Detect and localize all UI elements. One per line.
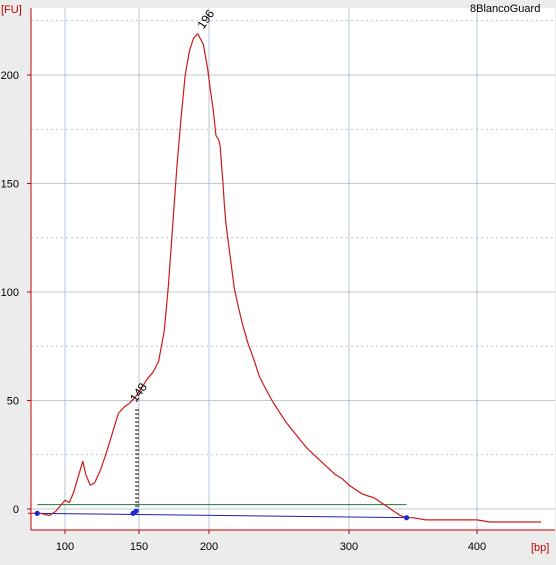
series-line — [28, 33, 541, 523]
x-unit-label: [bp] — [531, 542, 549, 554]
y-tick-label: 50 — [7, 396, 19, 408]
plot-area — [31, 8, 555, 530]
grid-lines — [31, 8, 555, 530]
series-layer — [28, 33, 541, 523]
y-tick-label: 100 — [1, 287, 19, 299]
baseline-and-region — [37, 407, 407, 519]
x-tick-label: 400 — [468, 541, 486, 553]
y-tick-label: 200 — [1, 70, 19, 82]
y-tick-label: 0 — [13, 504, 19, 516]
x-tick-label: 150 — [130, 541, 148, 553]
baseline-line — [37, 512, 407, 519]
axes — [27, 8, 555, 534]
x-tick-label: 200 — [200, 541, 218, 553]
baseline-marker — [133, 508, 139, 514]
x-tick-label: 100 — [56, 541, 74, 553]
y-unit-label: [FU] — [1, 4, 22, 16]
baseline-marker — [404, 515, 410, 521]
y-tick-label: 150 — [1, 179, 19, 191]
x-tick-label: 300 — [340, 541, 358, 553]
sample-title: 8BlancoGuard — [470, 3, 540, 15]
baseline-marker — [34, 510, 40, 516]
